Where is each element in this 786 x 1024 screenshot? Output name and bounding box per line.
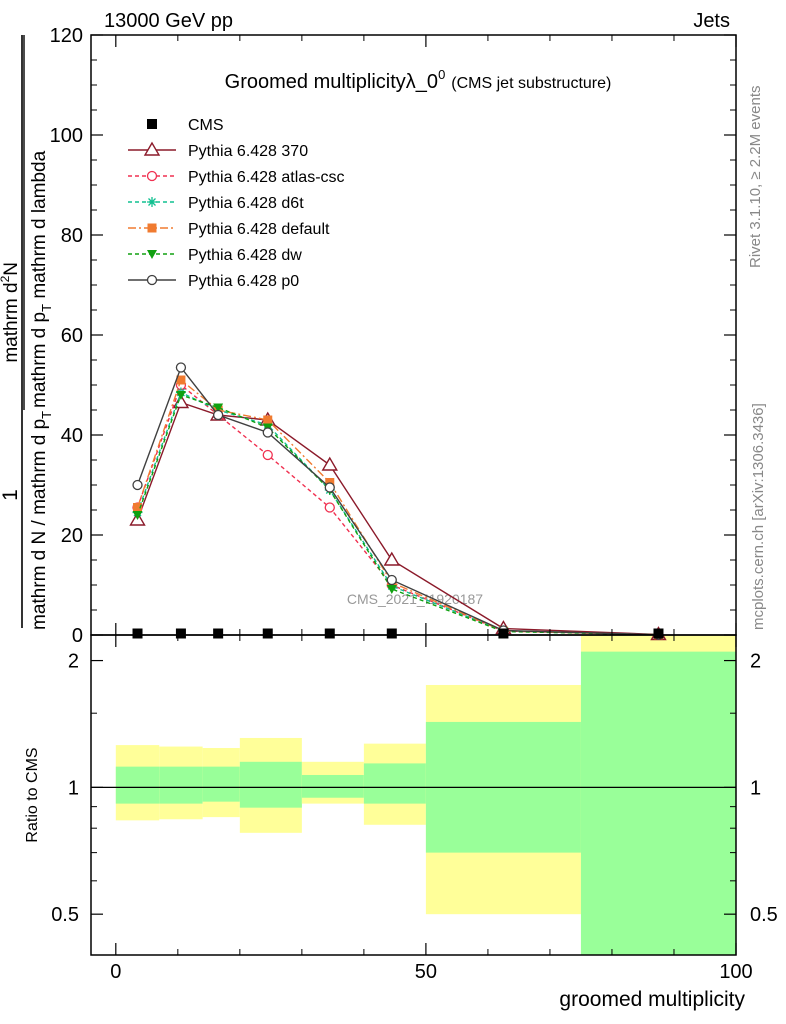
series-point-6	[212, 409, 224, 421]
series-line-4	[136, 378, 659, 636]
series-point-4	[263, 415, 273, 425]
axes: 0 20 40 60 80 100 120 0 50 100 0.5 0.5 1 1 2 2	[50, 25, 778, 983]
series-point-6	[132, 479, 143, 491]
x-tick-label: 50	[415, 961, 437, 983]
x-tick-label: 0	[110, 961, 121, 983]
main-y-tick-label: 80	[61, 225, 83, 247]
ylabel-den-sub: T	[39, 411, 54, 419]
rivet-version-label: Rivet 3.1.10, ≥ 2.2M events	[747, 86, 764, 269]
legend-label-2: Pythia 6.428 atlas-csc	[188, 169, 345, 186]
legend-label-4: Pythia 6.428 default	[188, 221, 330, 238]
main-y-tick-label: 100	[50, 125, 83, 147]
legend-label-6: Pythia 6.428 p0	[188, 273, 299, 290]
main-series	[129, 362, 667, 641]
series-point-1	[321, 456, 338, 471]
data-point-cms	[262, 628, 273, 639]
series-point-5	[175, 391, 186, 400]
ratio-inner-band	[115, 766, 160, 804]
legend-label-3: Pythia 6.428 d6t	[188, 195, 304, 212]
legend-marker-3	[147, 197, 157, 207]
ratio-inner-band	[363, 763, 426, 804]
legend-marker-4	[147, 223, 157, 233]
legend-marker-0	[147, 119, 157, 129]
data-point-cms	[324, 628, 335, 639]
ylabel-top-main: mathrm d	[1, 282, 22, 362]
header-energy-label: 13000 GeV pp	[104, 10, 233, 32]
chart-title: Groomed multiplicityλ_00 (CMS jet substru…	[225, 67, 612, 93]
ratio-inner-band	[159, 766, 203, 804]
ylabel-bottom-rest: mathrm d lambda	[29, 150, 50, 304]
legend: CMS Pythia 6.428 370 Pythia 6.428 atlas-cs…	[128, 117, 345, 290]
series-line-1	[136, 401, 659, 636]
legend-label-5: Pythia 6.428 dw	[188, 247, 302, 264]
ratio-inner-band	[301, 774, 364, 798]
ylabel-inner-bottom: mathrm d pT mathrm d lambda	[29, 150, 54, 408]
legend-marker-2	[146, 170, 158, 182]
series-point-6	[386, 574, 397, 586]
ratio-bands	[115, 635, 736, 955]
ratio-y-tick-label-right: 0.5	[750, 904, 778, 926]
ylabel-top-rest: N	[1, 262, 22, 276]
series-point-4	[176, 375, 186, 385]
main-y-tick-label: 60	[61, 325, 83, 347]
ratio-y-tick-label-left: 0.5	[51, 904, 79, 926]
ratio-y-axis-label: Ratio to CMS	[24, 747, 41, 842]
ratio-plot-frame	[90, 634, 737, 956]
series-point-1	[383, 551, 401, 566]
series-line-5	[136, 394, 659, 636]
ylabel-den-main: mathrm d N / mathrm d p	[29, 419, 50, 630]
ratio-y-tick-label-left: 1	[68, 777, 79, 799]
data-point-cms	[498, 628, 509, 639]
main-y-tick-label: 0	[72, 625, 83, 647]
series-point-6	[324, 482, 335, 493]
ratio-inner-band	[239, 761, 302, 808]
ylabel-denominator: mathrm d N / mathrm d pT	[29, 411, 54, 630]
legend-label-1: Pythia 6.428 370	[188, 143, 308, 160]
ratio-inner-band	[202, 766, 240, 802]
ylabel-bottom-main: mathrm d p	[29, 312, 50, 408]
series-point-5	[132, 511, 143, 520]
x-tick-label: 100	[719, 961, 752, 983]
mcplots-credit-label: mcplots.cern.ch [arXiv:1306.3436]	[750, 403, 767, 630]
series-point-6	[175, 362, 187, 373]
main-y-axis-label: 1 mathrm d N / mathrm d pT mathrm d2N ma…	[0, 35, 54, 630]
title-sub: (CMS jet substructure)	[451, 75, 611, 92]
legend-marker-1	[143, 141, 161, 156]
legend-marker-5	[147, 250, 157, 259]
analysis-watermark: CMS_2021_I1920187	[347, 591, 483, 607]
ylabel-top-sup: 2	[0, 275, 12, 282]
data-point-cms	[213, 628, 224, 639]
legend-marker-6	[146, 274, 158, 286]
series-point-6	[262, 427, 273, 438]
main-y-tick-label: 120	[50, 25, 83, 47]
series-point-5	[213, 403, 224, 413]
series-point-2	[262, 449, 273, 461]
series-line-6	[136, 366, 659, 636]
title-sup: 0	[438, 67, 445, 82]
data-point-cms	[386, 628, 397, 639]
title-main: Groomed multiplicityλ_0	[225, 71, 438, 93]
main-y-tick-label: 20	[61, 525, 83, 547]
ylabel-bottom-sub: T	[39, 304, 54, 312]
main-y-tick-label: 40	[61, 425, 83, 447]
ylabel-numerator: 1	[0, 489, 22, 501]
series-point-5	[386, 585, 397, 594]
series-point-2	[324, 502, 335, 513]
data-point-cms	[653, 628, 664, 639]
header-jets-label: Jets	[693, 10, 730, 32]
series-line-2	[136, 383, 659, 636]
ratio-y-tick-label-right: 2	[750, 651, 761, 673]
series-point-4	[133, 503, 143, 512]
legend-label-0: CMS	[188, 117, 224, 134]
series-point-1	[172, 394, 190, 409]
ratio-inner-band	[580, 651, 736, 955]
ylabel-inner-top: mathrm d2N	[0, 262, 22, 363]
data-point-cms	[132, 628, 143, 639]
ratio-y-tick-label-left: 2	[68, 651, 79, 673]
ratio-y-tick-label-right: 1	[750, 777, 761, 799]
data-point-cms	[175, 628, 186, 639]
x-axis-label: groomed multiplicity	[559, 988, 745, 1011]
